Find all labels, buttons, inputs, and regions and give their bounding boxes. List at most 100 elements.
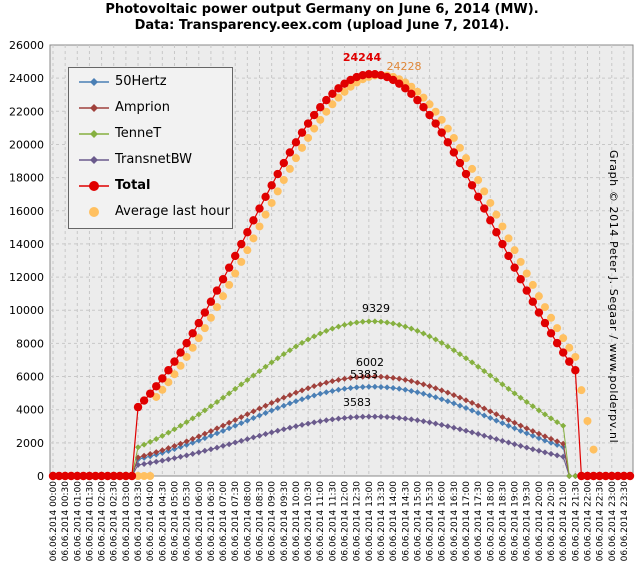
point-transnetbw — [189, 450, 196, 457]
point-tennet — [347, 320, 354, 327]
point-amprion — [329, 378, 336, 385]
point-total — [316, 103, 325, 112]
point-50hertz — [353, 384, 360, 391]
point-transnetbw — [463, 427, 470, 434]
point-transnetbw — [384, 414, 391, 421]
x-tick-label: 06.06.2014 23:30 — [620, 481, 630, 562]
point-amprion — [554, 438, 561, 445]
point-total — [340, 79, 349, 88]
point-average-last-hour — [231, 269, 240, 278]
point-amprion — [311, 383, 318, 390]
point-total — [455, 158, 465, 168]
point-amprion — [317, 381, 324, 388]
point-transnetbw — [311, 419, 318, 426]
point-total — [395, 79, 404, 88]
point-amprion — [384, 374, 391, 381]
point-tennet — [299, 339, 306, 346]
point-transnetbw — [292, 423, 299, 430]
point-50hertz — [171, 446, 178, 453]
x-tick-label: 06.06.2014 02:00 — [98, 481, 108, 562]
point-amprion — [463, 397, 470, 404]
point-transnetbw — [286, 424, 293, 431]
chart-subtitle: Data: Transparency.eex.com (upload June … — [134, 18, 510, 33]
point-amprion — [420, 381, 427, 388]
point-total — [522, 286, 531, 295]
point-total — [401, 84, 410, 93]
point-transnetbw — [414, 417, 421, 424]
point-amprion — [256, 405, 263, 412]
point-transnetbw — [450, 424, 457, 431]
x-tick-label: 06.06.2014 16:30 — [450, 481, 460, 562]
point-transnetbw — [408, 416, 415, 423]
point-50hertz — [523, 430, 530, 437]
point-average-last-hour — [462, 154, 471, 163]
point-tennet — [201, 407, 208, 414]
point-amprion — [207, 428, 214, 435]
point-tennet — [414, 327, 421, 334]
point-total — [164, 366, 173, 375]
point-average-last-hour — [176, 361, 185, 370]
point-transnetbw — [159, 457, 166, 464]
point-50hertz — [535, 435, 542, 442]
point-50hertz — [554, 441, 561, 448]
point-amprion — [183, 438, 190, 445]
point-amprion — [268, 399, 275, 406]
x-tick-label: 06.06.2014 17:30 — [474, 481, 484, 562]
point-total — [91, 471, 100, 481]
point-amprion — [414, 379, 421, 386]
point-tennet — [256, 368, 263, 375]
point-50hertz — [323, 389, 330, 396]
x-tick-label: 06.06.2014 06:00 — [195, 481, 205, 562]
point-total — [182, 338, 191, 348]
point-amprion — [541, 433, 548, 440]
point-amprion — [341, 375, 348, 382]
point-total — [504, 251, 513, 261]
point-50hertz — [438, 396, 445, 403]
point-amprion — [238, 414, 245, 421]
point-tennet — [317, 330, 324, 337]
point-total — [413, 95, 422, 105]
point-50hertz — [207, 432, 214, 439]
y-tick-label: 20000 — [9, 138, 44, 151]
point-total — [133, 402, 143, 412]
point-amprion — [353, 374, 360, 381]
x-tick-label: 06.06.2014 17:00 — [462, 481, 472, 562]
point-total — [577, 471, 586, 481]
point-average-last-hour — [565, 343, 574, 352]
point-amprion — [171, 442, 178, 449]
point-50hertz — [426, 392, 433, 399]
point-transnetbw — [141, 460, 148, 467]
point-50hertz — [560, 444, 567, 451]
point-tennet — [511, 390, 518, 397]
point-average-last-hour — [328, 100, 337, 109]
point-50hertz — [262, 409, 269, 416]
point-total — [206, 297, 216, 306]
point-tennet — [147, 438, 154, 445]
point-amprion — [438, 387, 445, 394]
point-total — [552, 338, 562, 348]
point-amprion — [153, 449, 160, 456]
point-average-last-hour — [449, 133, 458, 142]
point-average-last-hour — [534, 292, 543, 301]
point-tennet — [341, 321, 348, 328]
point-tennet — [183, 419, 190, 426]
point-average-last-hour — [291, 154, 300, 163]
point-50hertz — [238, 420, 245, 427]
point-tennet — [371, 318, 378, 325]
point-50hertz — [341, 385, 348, 392]
point-transnetbw — [353, 414, 360, 421]
point-transnetbw — [535, 447, 542, 454]
point-tennet — [153, 435, 160, 442]
point-tennet — [195, 411, 202, 418]
point-total — [109, 471, 118, 481]
x-tick-label: 06.06.2014 10:30 — [304, 481, 314, 562]
point-total — [158, 374, 167, 383]
point-amprion — [147, 451, 154, 458]
point-transnetbw — [371, 413, 378, 420]
point-total — [534, 308, 544, 317]
x-tick-label: 06.06.2014 07:30 — [231, 481, 241, 562]
x-tick-label: 06.06.2014 22:00 — [583, 481, 593, 562]
point-tennet — [165, 429, 172, 436]
point-average-last-hour — [516, 257, 525, 266]
point-tennet — [475, 363, 482, 370]
